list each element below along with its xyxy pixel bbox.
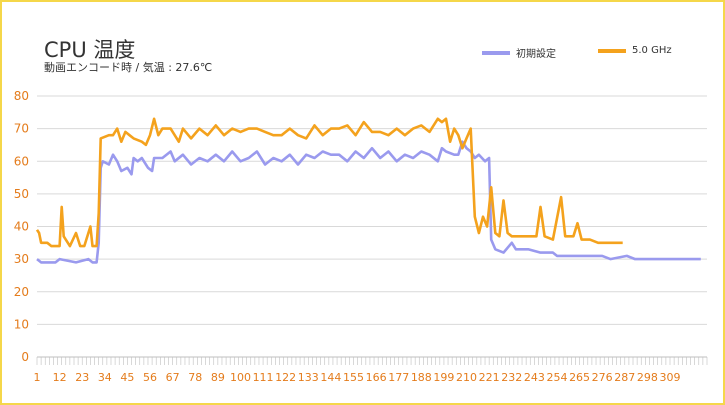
x-tick-label: 1 xyxy=(34,371,41,384)
x-tick-label: 122 xyxy=(275,371,296,384)
x-tick-label: 254 xyxy=(546,371,567,384)
x-tick-label: 34 xyxy=(98,371,112,384)
x-tick-label: 12 xyxy=(53,371,67,384)
x-tick-label: 309 xyxy=(660,371,681,384)
x-tick-label: 287 xyxy=(614,371,635,384)
x-tick-label: 78 xyxy=(188,371,202,384)
x-tick-label: 23 xyxy=(75,371,89,384)
x-tick-label: 265 xyxy=(569,371,590,384)
x-tick-label: 45 xyxy=(120,371,134,384)
x-tick-label: 144 xyxy=(320,371,341,384)
chart-subtitle: 動画エンコード時 / 気温 : 27.6℃ xyxy=(44,61,213,74)
x-tick-label: 243 xyxy=(524,371,545,384)
legend-label-default: 初期設定 xyxy=(516,49,556,60)
chart-title: CPU 温度 xyxy=(44,38,136,62)
x-tick-label: 188 xyxy=(411,371,432,384)
legend-entry-5ghz: 5.0 GHz xyxy=(598,45,672,56)
x-tick-label: 100 xyxy=(230,371,251,384)
x-tick-label: 89 xyxy=(211,371,225,384)
y-tick-label: 10 xyxy=(14,317,29,331)
legend-swatch-5ghz xyxy=(598,48,626,53)
y-tick-label: 0 xyxy=(21,350,29,364)
y-tick-label: 20 xyxy=(14,285,29,299)
x-tick-label: 166 xyxy=(366,371,387,384)
x-tick-label: 56 xyxy=(143,371,157,384)
series-line-0 xyxy=(36,140,701,264)
y-tick-label: 80 xyxy=(14,89,29,103)
y-tick-label: 60 xyxy=(14,154,29,168)
x-tick-label: 232 xyxy=(501,371,522,384)
series-line-1 xyxy=(35,117,623,248)
x-tick-label: 276 xyxy=(592,371,613,384)
y-tick-label: 30 xyxy=(14,252,29,266)
x-tick-label: 155 xyxy=(343,371,364,384)
x-tick-label: 199 xyxy=(433,371,454,384)
y-tick-label: 40 xyxy=(14,220,29,234)
legend-entry-default: 初期設定 xyxy=(482,45,556,60)
x-tick-label: 177 xyxy=(388,371,409,384)
legend-swatch-default xyxy=(482,50,510,55)
y-tick-label: 50 xyxy=(14,187,29,201)
x-tick-label: 133 xyxy=(298,371,319,384)
y-tick-label: 70 xyxy=(14,122,29,136)
x-tick-label: 67 xyxy=(166,371,180,384)
x-tick-label: 210 xyxy=(456,371,477,384)
x-tick-label: 298 xyxy=(637,371,658,384)
x-tick-label: 221 xyxy=(479,371,500,384)
x-tick-label: 111 xyxy=(253,371,274,384)
legend-label-5ghz: 5.0 GHz xyxy=(632,45,672,56)
